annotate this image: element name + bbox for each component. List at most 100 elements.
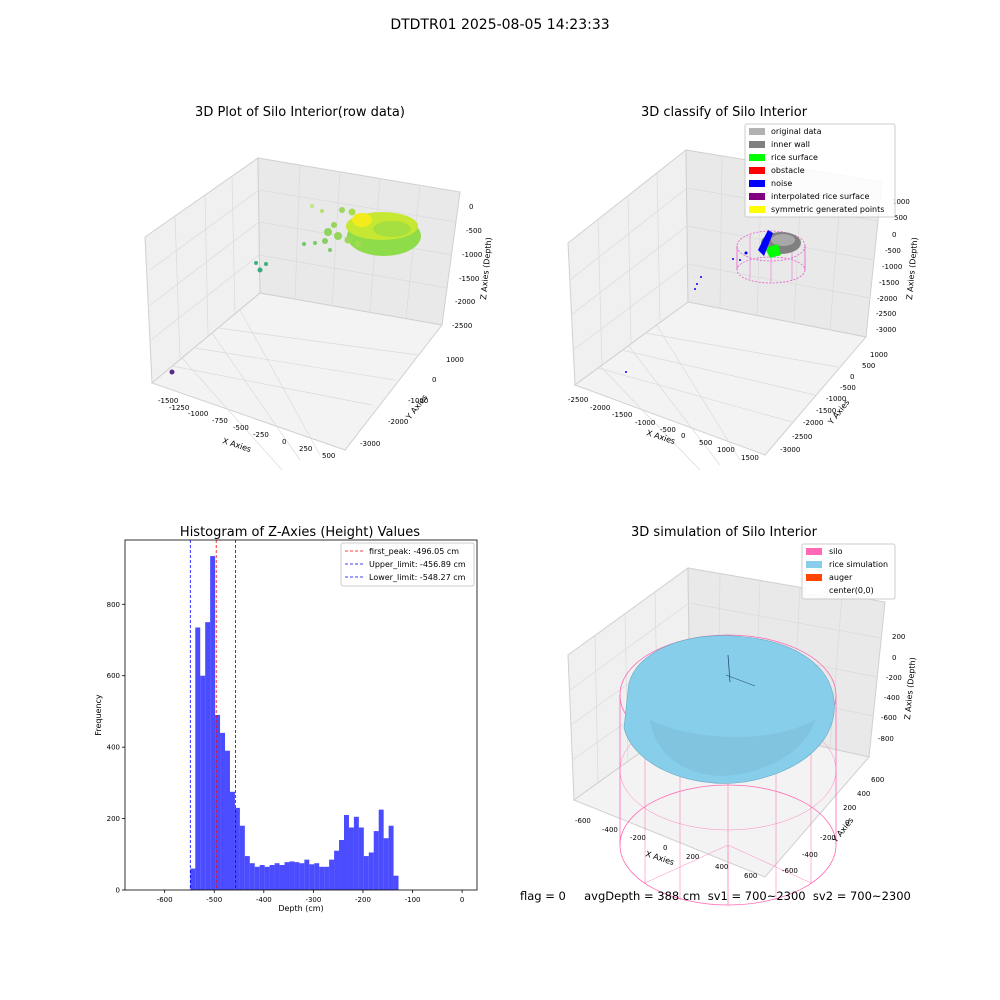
histogram-bar [329,859,335,890]
x-tick-label: -250 [253,431,269,439]
x-tick-label: 500 [699,439,712,447]
legend-swatch [806,561,822,568]
histogram-bar [269,865,275,890]
legend-swatch [749,128,765,135]
legend-swatch [806,574,822,581]
z-tick-label: -3000 [876,326,896,334]
y-tick-label: 600 [871,776,884,784]
z-tick-label: -1000 [462,251,482,259]
y-tick-label: 200 [843,804,856,812]
rice-surface-shade [650,720,815,776]
x-tick-label: 0 [282,438,286,446]
raw-ring-inner [373,221,411,237]
noise-point [700,276,702,278]
histogram-bar [220,732,226,890]
y-tick-label: -1500 [816,407,836,415]
z-axis-label: Z Axies (Depth) [479,237,493,300]
legend-label: interpolated rice surface [771,192,869,201]
y-tick-label: 800 [107,601,120,609]
x-tick-label: -200 [630,834,646,842]
x-tick-label: 400 [715,863,728,871]
raw-scatter-point [257,267,263,273]
x-tick-label: -300 [305,896,321,904]
rice-simulation-surface [623,635,835,784]
noise-point [694,288,696,290]
histogram-x-label: Depth (cm) [278,904,323,913]
raw-scatter-point [324,228,332,236]
histogram-bar [190,868,196,890]
y-tick-label: 0 [845,819,849,827]
raw-scatter-point [355,241,361,247]
raw-scatter-point [331,222,337,228]
panel-title-classify: 3D classify of Silo Interior [641,105,808,120]
histogram-bar [324,866,330,890]
histogram-bar [239,825,245,890]
z-tick-label: -600 [881,714,897,722]
histogram-bar [229,791,235,890]
y-tick-label: 600 [107,672,120,680]
legend-frame [340,542,475,587]
histogram-bar [368,852,374,890]
histogram-bar [309,864,315,890]
legend-swatch [806,587,822,594]
x-tick-label: 200 [686,853,699,861]
x-tick-label: -750 [212,417,228,425]
histogram-bar [289,861,295,890]
classify-legend: original data inner wall rice surface ob… [744,123,896,218]
raw-scatter-point [328,248,332,252]
y-tick-label: 200 [107,815,120,823]
z-tick-label: -500 [466,227,482,235]
histogram-bar [314,863,320,890]
histogram-bar [334,850,340,890]
y-tick-label: -3000 [360,440,380,448]
rice-surface-patch [765,244,781,258]
silo-cylinder [619,634,837,906]
histogram-bar [249,863,255,890]
histogram-bar [294,862,300,890]
raw-scatter-point [322,238,328,244]
z-tick-label: 0 [892,231,896,239]
auger-line [727,654,731,683]
x-tick-label: -600 [157,896,173,904]
histogram-bar [234,807,240,890]
x-tick-label: -1250 [169,404,189,412]
histogram-axes-frame [124,539,478,891]
x-tick-label: -1000 [635,419,655,427]
histogram-bars [190,556,399,890]
raw-scatter-point [169,369,175,375]
histogram-bar [358,827,364,890]
x-tick-label: -500 [206,896,222,904]
z-tick-label: -1500 [459,275,479,283]
histogram-bar [205,622,211,890]
histogram-bar [363,856,369,890]
z-tick-label: 0 [469,203,473,211]
z-tick-label: -2000 [455,298,475,306]
x-tick-label: 0 [460,896,464,904]
legend-swatch [806,548,822,555]
histogram-bar [299,863,305,890]
panel-raw-data: 3D Plot of Silo Interior(row data) [144,105,493,471]
x-tick-label: -200 [355,896,371,904]
x-tick-label: -400 [256,896,272,904]
auger-line [725,674,756,687]
x-tick-label: -1500 [612,411,632,419]
panel-simulation: 3D simulation of Silo Interior [567,525,917,906]
x-tick-label: -500 [233,424,249,432]
histogram-bar [284,862,290,890]
raw-scatter-point [254,261,258,265]
x-tick-label: 1500 [741,454,759,462]
raw-scatter-point [334,232,342,240]
y-tick-label: -500 [840,384,856,392]
z-tick-label: 500 [894,214,907,222]
y-tick-label: 400 [107,744,120,752]
z-tick-label: 1000 [892,198,910,206]
x-tick-label: 0 [663,844,667,852]
y-tick-label: 500 [862,362,875,370]
x-tick-label: -100 [405,896,421,904]
raw-ring-highlight [352,213,372,227]
z-tick-label: 200 [892,633,905,641]
raw-scatter-point [344,236,352,244]
histogram-bar [388,825,394,890]
y-tick-label: -2000 [803,419,823,427]
